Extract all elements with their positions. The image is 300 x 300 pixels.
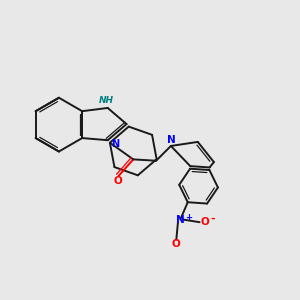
Text: N: N — [167, 135, 176, 145]
Text: -: - — [211, 214, 215, 224]
Text: O: O — [113, 176, 122, 186]
Text: O: O — [200, 217, 209, 227]
Text: O: O — [172, 239, 181, 249]
Text: NH: NH — [99, 96, 114, 105]
Text: N: N — [111, 139, 119, 149]
Text: +: + — [185, 213, 192, 222]
Text: N: N — [176, 214, 185, 224]
